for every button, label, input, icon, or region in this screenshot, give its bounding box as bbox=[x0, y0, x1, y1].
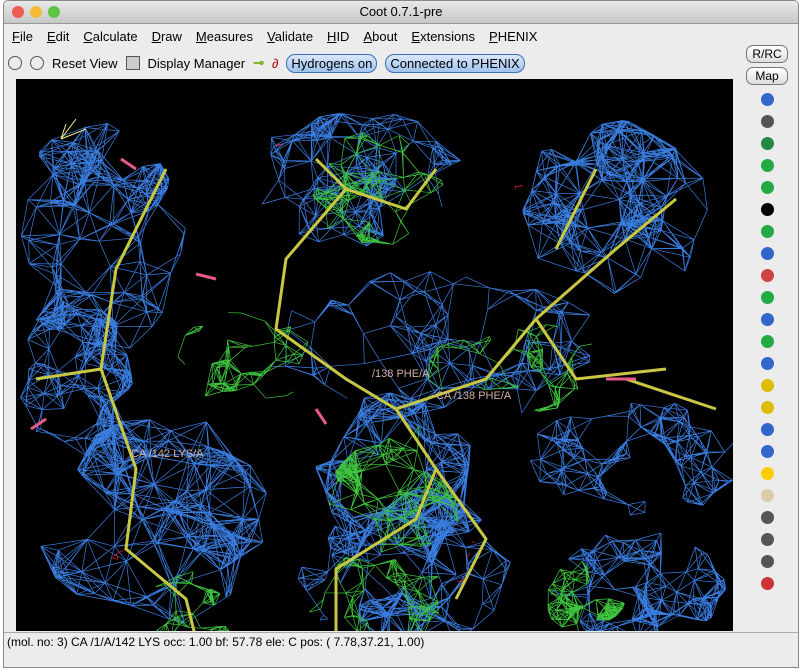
window: Coot 0.7.1-pre File Edit Calculate Draw Meas… bbox=[3, 0, 799, 668]
density-mesh bbox=[427, 324, 593, 412]
menu-item[interactable]: PHENIX bbox=[489, 29, 538, 44]
density-mesh bbox=[308, 557, 439, 631]
density-mesh bbox=[155, 571, 230, 631]
side-button[interactable]: R/RC bbox=[746, 45, 788, 63]
tool-icon[interactable] bbox=[760, 181, 774, 194]
menu-item[interactable]: Measures bbox=[195, 29, 254, 44]
tool-icon[interactable] bbox=[760, 511, 774, 524]
atom-label: CA /138 PHE/A bbox=[436, 390, 512, 402]
toolbar-button[interactable]: Display Manager bbox=[147, 55, 246, 71]
density-mesh bbox=[267, 143, 282, 149]
density-mesh bbox=[271, 271, 591, 415]
density-mesh bbox=[550, 532, 727, 631]
tool-icon[interactable] bbox=[760, 225, 774, 238]
model-bonds-colored bbox=[30, 157, 636, 431]
menu-bar: File Edit Calculate Draw Measures Validate HID… bbox=[12, 29, 537, 44]
tool-icon[interactable] bbox=[760, 291, 774, 304]
tool-icon[interactable] bbox=[760, 247, 774, 260]
density-mesh bbox=[530, 402, 733, 516]
density-mesh bbox=[522, 120, 708, 294]
tool-icon[interactable] bbox=[760, 335, 774, 348]
title-bar: Coot 0.7.1-pre bbox=[4, 1, 798, 24]
tool-icon[interactable] bbox=[760, 577, 774, 590]
tool-icon[interactable] bbox=[760, 357, 774, 370]
model-bonds bbox=[35, 157, 717, 631]
density-mesh bbox=[177, 312, 309, 399]
tool-icon[interactable] bbox=[760, 93, 774, 106]
icon bbox=[125, 56, 140, 70]
tool-icons bbox=[737, 93, 797, 590]
icon bbox=[8, 56, 22, 70]
status-bar: (mol. no: 3) CA /1/A/142 LYS occ: 1.00 b… bbox=[4, 632, 798, 651]
tool-icon[interactable] bbox=[760, 159, 774, 172]
menu-item[interactable]: Draw bbox=[151, 29, 182, 44]
tool-icon[interactable] bbox=[760, 533, 774, 546]
minimize-button[interactable] bbox=[30, 6, 42, 18]
side-panel: R/RC Map bbox=[737, 41, 797, 641]
density-mesh bbox=[328, 426, 459, 553]
tool-icon[interactable] bbox=[760, 401, 774, 414]
tool-icon[interactable] bbox=[760, 203, 774, 216]
menu-item[interactable]: Calculate bbox=[83, 29, 138, 44]
icon[interactable]: ⊸ bbox=[253, 55, 264, 70]
density-mesh bbox=[514, 184, 523, 190]
density-mesh bbox=[20, 123, 186, 349]
atom-label: /138 PHE/A bbox=[372, 368, 430, 380]
toggle-button[interactable]: Connected to PHENIX bbox=[385, 53, 525, 73]
graphics-viewport[interactable]: CA /142 LYS/A/138 PHE/A CA /138 PHE/A bbox=[16, 79, 733, 631]
tool-icon[interactable] bbox=[760, 445, 774, 458]
tool-icon[interactable] bbox=[760, 137, 774, 150]
density-mesh bbox=[547, 561, 625, 631]
menu-item[interactable]: Validate bbox=[267, 29, 314, 44]
tool-icon[interactable] bbox=[760, 555, 774, 568]
menu-item[interactable]: HID bbox=[327, 29, 350, 44]
menu-item[interactable]: File bbox=[12, 29, 33, 44]
density-mesh bbox=[456, 540, 476, 583]
window-title: Coot 0.7.1-pre bbox=[359, 4, 443, 19]
menu-item[interactable]: Edit bbox=[46, 29, 70, 44]
menu-item[interactable]: Extensions bbox=[411, 29, 476, 44]
tool-icon[interactable] bbox=[760, 467, 774, 480]
icon bbox=[30, 56, 44, 70]
atom-label: CA /142 LYS/A bbox=[131, 448, 204, 460]
density-mesh bbox=[312, 132, 444, 245]
tool-icon[interactable] bbox=[760, 313, 774, 326]
icon[interactable]: ∂ bbox=[271, 55, 279, 71]
side-button[interactable]: Map bbox=[746, 67, 788, 85]
toggle-button[interactable]: Hydrogens on bbox=[286, 53, 378, 73]
tool-icon[interactable] bbox=[760, 269, 774, 282]
menu-item[interactable]: About bbox=[363, 29, 398, 44]
close-button[interactable] bbox=[12, 6, 24, 18]
tool-icon[interactable] bbox=[760, 489, 774, 502]
toolbar-button[interactable]: Reset View bbox=[52, 55, 118, 71]
tool-icon[interactable] bbox=[760, 379, 774, 392]
tool-icon[interactable] bbox=[760, 115, 774, 128]
zoom-button[interactable] bbox=[48, 6, 60, 18]
toolbar: Reset View Display Manager ⊸ ∂ Hydrogens… bbox=[8, 52, 525, 74]
axes bbox=[60, 118, 87, 140]
tool-icon[interactable] bbox=[760, 423, 774, 436]
